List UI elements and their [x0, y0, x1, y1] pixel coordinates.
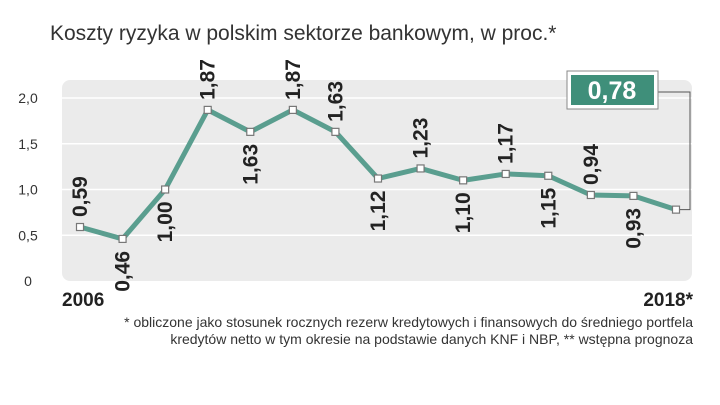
data-label: 1,17: [495, 123, 518, 164]
data-label: 0,93: [622, 208, 645, 249]
data-point: [501, 169, 510, 179]
data-point: [288, 105, 297, 114]
data-point: [118, 234, 127, 244]
data-label: 1,63: [239, 144, 262, 185]
x-label-end: 2018*: [643, 290, 693, 311]
data-labels: 0,59 0,46 1,00 1,87 1,63 1,87 1,63 1,12 1,23 1,10…: [69, 59, 645, 292]
footnote-line-2: kredytów netto w tym okresie na podstawi…: [170, 331, 693, 347]
callout-value: 0,78: [588, 77, 637, 105]
data-point: [75, 222, 85, 232]
data-label: 1,00: [154, 202, 177, 243]
callout-box: [571, 75, 654, 105]
data-point: [161, 185, 170, 194]
callout-leader: [658, 91, 691, 211]
footnote-line-1: * obliczone jako stosunek rocznych rezer…: [124, 314, 693, 330]
y-axis-ticks: 0 0,5 1,0 1,5 2,0: [18, 90, 38, 289]
data-label: 1,10: [452, 192, 475, 233]
series-group: [75, 105, 681, 244]
data-point: [629, 191, 638, 201]
data-point: [331, 127, 340, 136]
data-point: [671, 205, 681, 214]
y-tick-label: 0: [24, 273, 32, 289]
data-label: 1,87: [197, 59, 220, 100]
data-label: 1,23: [410, 118, 433, 159]
data-point: [586, 190, 595, 200]
data-point: [544, 171, 553, 180]
callout-group: 0,78: [566, 70, 691, 211]
x-axis-labels: 2006 2018*: [62, 290, 694, 311]
y-tick-label: 1,0: [18, 182, 38, 198]
data-label: 0,46: [112, 251, 135, 292]
data-label: 1,87: [282, 59, 305, 100]
y-tick-label: 1,5: [18, 136, 38, 152]
data-label: 1,63: [324, 81, 347, 122]
data-label: 1,12: [367, 191, 390, 232]
y-tick-label: 0,5: [18, 227, 38, 243]
chart-title: Koszty ryzyka w polskim sektorze bankowy…: [50, 22, 557, 45]
y-tick-label: 2,0: [18, 90, 38, 106]
data-point: [373, 174, 383, 183]
data-label: 0,59: [69, 176, 92, 217]
x-label-start: 2006: [62, 290, 104, 311]
data-label: 0,94: [580, 144, 603, 185]
data-point: [246, 127, 255, 136]
data-point: [203, 105, 212, 114]
footnote: * obliczone jako stosunek rocznych rezer…: [53, 314, 693, 348]
data-point: [459, 176, 468, 185]
data-label: 1,15: [537, 187, 560, 228]
data-point: [416, 164, 425, 173]
